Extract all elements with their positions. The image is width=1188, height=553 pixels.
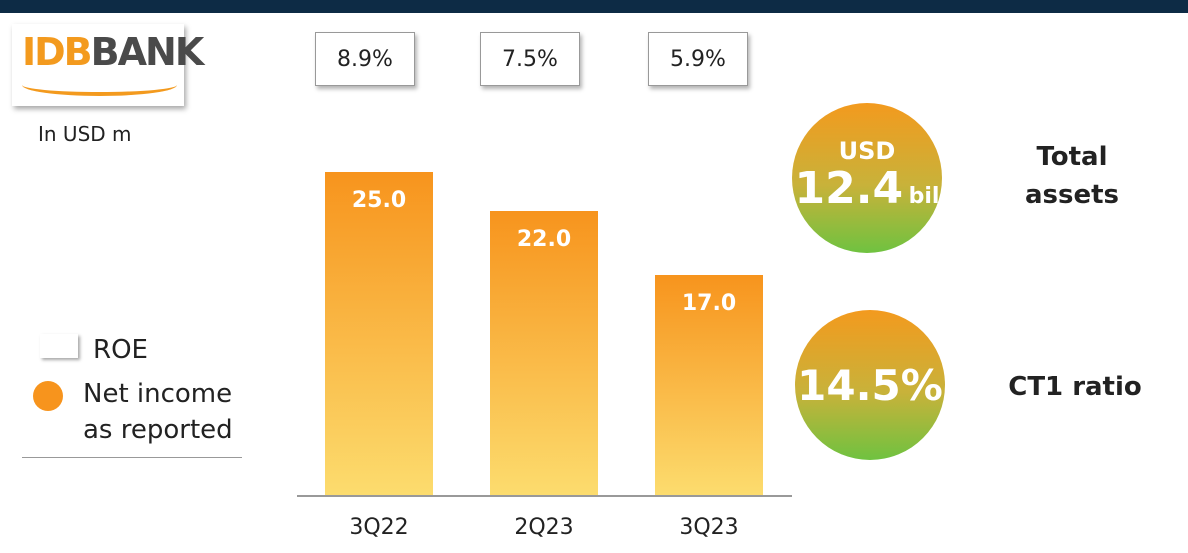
bar-value-label: 22.0 [516, 226, 572, 252]
bar [325, 172, 433, 495]
kpi-circle: USD 12.4 bil [792, 103, 942, 253]
unit-label: In USD m [38, 122, 132, 146]
logo-swoosh [22, 74, 177, 96]
roe-label: 5.9% [648, 32, 748, 86]
kpi-value: 12.4 [794, 162, 904, 214]
kpi-prefix: USD [838, 136, 896, 165]
roe-label: 7.5% [480, 32, 580, 86]
logo-idb: IDB [22, 30, 93, 74]
x-tick-label: 3Q23 [679, 515, 739, 540]
x-axis [297, 495, 792, 497]
kpi-unit: bil [908, 183, 940, 209]
legend-income-swatch [33, 381, 63, 411]
legend-income: Net income as reported [83, 379, 233, 445]
legend-roe-swatch [40, 334, 78, 358]
logo-text: IDBBANK [22, 30, 205, 74]
kpi-circle: 14.5% [795, 310, 945, 460]
top-bar [0, 0, 1188, 13]
kpi-value: 14.5% [797, 360, 943, 410]
x-tick-label: 3Q22 [349, 515, 409, 540]
bar [655, 275, 763, 495]
bar-value-label: 17.0 [681, 291, 737, 317]
kpi-label: Total assets [1024, 142, 1120, 210]
logo-bank: BANK [90, 30, 205, 74]
logo: IDBBANK [12, 24, 204, 106]
roe-label: 8.9% [315, 32, 415, 86]
legend-roe: ROE [93, 335, 148, 365]
bar [490, 210, 598, 495]
legend-divider [22, 457, 242, 458]
x-tick-label: 2Q23 [514, 515, 574, 540]
bar-value-label: 25.0 [351, 188, 407, 213]
kpi-label: CT1 ratio [1008, 372, 1142, 402]
